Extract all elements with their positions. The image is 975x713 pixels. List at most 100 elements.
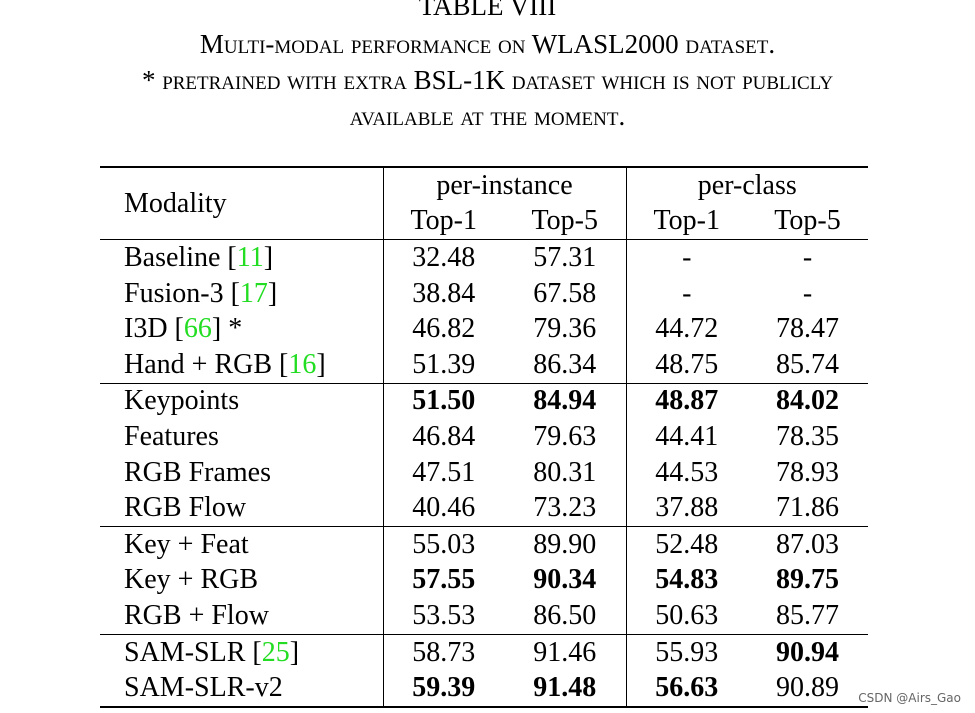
label-text: ] — [289, 636, 300, 668]
table-cell: 54.83 — [655, 564, 719, 596]
label-text: RGB Frames — [124, 456, 271, 488]
citation: 16 — [288, 348, 317, 380]
row-label: RGB + Flow — [100, 598, 384, 635]
table-title: TABLE VIII — [418, 0, 557, 21]
table-cell: 78.93 — [776, 456, 840, 488]
table-cell: - — [682, 277, 692, 309]
label-text: Baseline [ — [124, 241, 237, 273]
table-cell: 50.63 — [655, 599, 719, 631]
row-label: RGB Flow — [100, 490, 384, 527]
table-cell: 37.88 — [655, 492, 719, 524]
table-cell: 53.53 — [412, 599, 476, 631]
citation: 66 — [183, 313, 212, 345]
caption-line: * pretrained with extra BSL-1K dataset w… — [141, 65, 834, 95]
label-text: ] — [267, 277, 278, 309]
table-cell: 73.23 — [504, 490, 627, 527]
label-text: ] * — [211, 313, 243, 345]
row-label: Hand + RGB [16] — [100, 346, 384, 384]
table-row: RGB + Flow 53.53 86.50 50.63 85.77 — [100, 598, 868, 635]
caption-line: Multi-modal performance on WLASL2000 dat… — [199, 29, 776, 59]
header-cell: Top-5 — [504, 203, 627, 240]
table-cell: 38.84 — [412, 277, 476, 309]
table-cell: 90.94 — [747, 633, 869, 671]
table-cell: 52.48 — [626, 525, 748, 563]
table-cell: 85.77 — [776, 599, 840, 631]
label-text: Key + RGB — [124, 564, 259, 596]
label-text: RGB Flow — [124, 492, 247, 524]
table-cell: 57.31 — [504, 239, 627, 276]
row-label: Key + Feat — [100, 525, 384, 563]
table-cell: 71.86 — [776, 492, 840, 524]
table-cell: - — [626, 239, 748, 276]
row-label: SAM-SLR-v2 — [100, 670, 384, 708]
table-cell: 67.58 — [504, 275, 627, 312]
table-row: I3D [66] * 46.82 79.36 44.72 78.47 — [100, 311, 868, 347]
table-cell: 90.34 — [504, 562, 627, 599]
header-cell: per-class — [626, 166, 869, 204]
table-cell: 78.35 — [776, 420, 840, 452]
table-cell: 79.36 — [504, 311, 627, 347]
label-text: Features — [124, 420, 219, 452]
table-row: Hand + RGB [16] 51.39 86.34 48.75 85.74 — [100, 346, 868, 384]
header-cell: Top-1 — [653, 205, 720, 237]
table-cell: 40.46 — [412, 492, 476, 524]
table-cell: 91.46 — [504, 633, 627, 671]
row-label: I3D [66] * — [100, 311, 384, 347]
table-cell: 87.03 — [747, 525, 869, 563]
results-table: Modality per-instance per-class Top-1 Top-5 T… — [100, 166, 869, 708]
table-cell: 90.89 — [747, 670, 869, 708]
label-text: SAM-SLR-v2 — [124, 672, 283, 704]
row-label: Features — [100, 419, 384, 455]
table-row: Baseline [11] 32.48 57.31- - — [100, 239, 869, 276]
table-cell: 47.51 — [412, 456, 476, 488]
table-row: Key + RGB 57.55 90.34 54.83 89.75 — [100, 562, 868, 599]
table-row: RGB Flow 40.46 73.23 37.88 71.86 — [100, 490, 868, 527]
label-text: ] — [263, 241, 274, 273]
table-cell: 58.73 — [383, 633, 504, 671]
table-row: Key + Feat 55.03 89.90 52.48 87.03 — [100, 525, 869, 563]
table-cell: 44.41 — [655, 420, 719, 452]
header-cell: per-instance — [383, 166, 627, 204]
table-cell: 55.03 — [383, 525, 504, 563]
table-cell: 51.39 — [412, 348, 476, 380]
table-row: RGB Frames 47.51 80.31 44.53 78.93 — [100, 454, 868, 491]
label-text: RGB + Flow — [124, 599, 269, 631]
row-label: SAM-SLR [25] — [100, 633, 384, 671]
table-cell: 56.63 — [626, 670, 748, 708]
label-text: SAM-SLR [ — [124, 636, 262, 668]
watermark: CSDN @Airs_Gao — [858, 691, 961, 705]
table-cell: 46.82 — [412, 313, 476, 345]
table-cell: 80.31 — [504, 454, 627, 491]
table-cell: 48.87 — [626, 382, 748, 420]
table-cell: 48.75 — [655, 348, 719, 380]
table-row: Fusion-3 [17] 38.84 67.58 - - — [100, 275, 868, 312]
table-cell: 79.63 — [504, 419, 627, 455]
table-cell: 55.93 — [626, 633, 748, 671]
header-cell: Top-1 — [410, 205, 477, 237]
table-cell: 57.55 — [412, 564, 476, 596]
label-text: Hand + RGB [ — [124, 348, 289, 380]
label-text: Fusion-3 [ — [124, 277, 240, 309]
caption-line: available at the moment. — [349, 101, 626, 131]
table-cell: 89.75 — [776, 564, 840, 596]
row-label: Baseline [11] — [100, 239, 384, 276]
header-row: Top-1 Top-5 Top-1 Top-5 — [100, 203, 868, 240]
table-cell: 44.53 — [655, 456, 719, 488]
table-row: Keypoints 51.50 84.94 48.87 84.02 — [100, 382, 869, 420]
table-cell: 86.50 — [504, 598, 627, 635]
table-row: Features 46.84 79.63 44.41 78.35 — [100, 419, 868, 455]
label-text: ] — [316, 348, 326, 380]
table-cell: 84.94 — [504, 382, 627, 420]
table-row: SAM-SLR [25] 58.73 91.46 55.93 90.94 — [100, 633, 869, 671]
header-cell: Modality — [100, 166, 384, 240]
label-text: Keypoints — [124, 385, 240, 417]
citation: 25 — [261, 636, 290, 668]
row-label: RGB Frames — [100, 454, 384, 491]
table-cell: 44.72 — [655, 313, 719, 345]
table-cell: 78.47 — [776, 313, 840, 345]
label-text: Key + Feat — [124, 528, 249, 560]
citation: 17 — [239, 277, 268, 309]
row-label: Keypoints — [100, 382, 384, 420]
table-cell: 85.74 — [776, 348, 840, 380]
